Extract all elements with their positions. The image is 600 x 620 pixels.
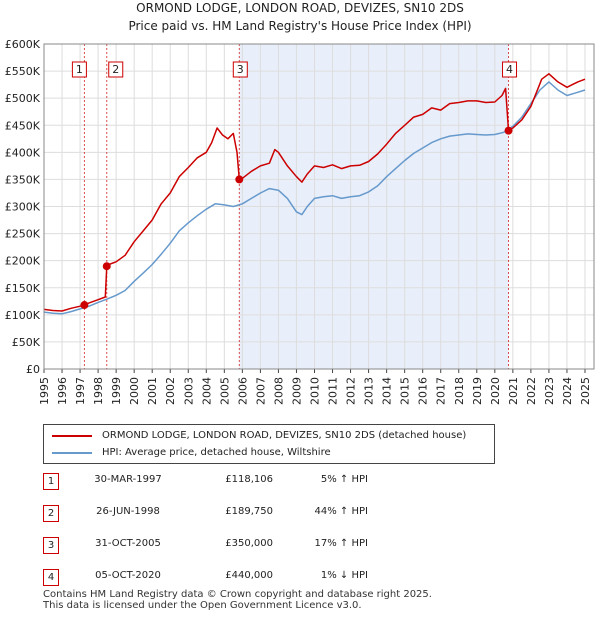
x-tick-label: 2017 xyxy=(435,377,448,405)
x-tick-label: 2012 xyxy=(345,377,358,405)
x-tick-label: 1996 xyxy=(56,377,69,405)
x-tick-label: 2019 xyxy=(471,377,484,405)
x-tick-label: 2008 xyxy=(272,377,285,405)
x-tick-label: 2022 xyxy=(525,377,538,405)
x-tick-label: 2001 xyxy=(146,377,159,405)
transaction-hpi: 17% ↑ HPI xyxy=(314,538,368,549)
x-tick-label: 2016 xyxy=(417,377,430,405)
transaction-hpi: 5% ↑ HPI xyxy=(320,474,368,485)
x-tick-label: 2005 xyxy=(218,377,231,405)
transaction-number: 1 xyxy=(43,473,59,490)
x-tick-label: 2024 xyxy=(561,377,574,405)
x-tick-label: 2010 xyxy=(308,377,321,405)
transaction-date: 05-OCT-2020 xyxy=(95,570,161,581)
transaction-date: 31-OCT-2005 xyxy=(95,538,161,549)
footer-licence: This data is licensed under the Open Gov… xyxy=(43,600,362,611)
grid-lines xyxy=(43,43,594,370)
transaction-hpi: 1% ↓ HPI xyxy=(320,570,368,581)
y-tick-label: £200K xyxy=(5,255,41,268)
sale-label-box xyxy=(232,61,248,78)
legend-label-property: ORMOND LODGE, LONDON ROAD, DEVIZES, SN10… xyxy=(102,430,467,441)
legend-label-hpi: HPI: Average price, detached house, Wilt… xyxy=(102,447,331,458)
y-tick-label: £450K xyxy=(5,119,41,132)
y-tick-label: £550K xyxy=(5,65,41,78)
y-tick-label: £250K xyxy=(5,228,41,241)
sale-point xyxy=(80,301,89,310)
transaction-date: 26-JUN-1998 xyxy=(96,506,160,517)
plot-border xyxy=(43,43,595,370)
x-tick-label: 1997 xyxy=(74,377,87,405)
sale-label: 2 xyxy=(112,63,119,76)
x-tick-label: 2025 xyxy=(579,377,592,405)
y-tick-label: £100K xyxy=(5,309,41,322)
sale-label: 3 xyxy=(237,63,244,76)
y-tick-label: £0 xyxy=(26,363,40,376)
x-tick-label: 2006 xyxy=(236,377,249,405)
sale-markers: 1 2 3 4 xyxy=(71,61,518,310)
table-row: 2 26-JUN-1998 £189,750 44% ↑ HPI xyxy=(43,504,503,524)
y-tick-label: £300K xyxy=(5,201,41,214)
footer-copyright: Contains HM Land Registry data © Crown c… xyxy=(43,589,432,600)
price-chart: ORMOND LODGE, LONDON ROAD, DEVIZES, SN10… xyxy=(5,1,595,405)
property-price-line xyxy=(43,73,586,312)
sale-label: 4 xyxy=(506,63,513,76)
table-row: 3 31-OCT-2005 £350,000 17% ↑ HPI xyxy=(43,536,503,556)
chart-title: ORMOND LODGE, LONDON ROAD, DEVIZES, SN10… xyxy=(136,1,464,15)
sale-label-box xyxy=(108,61,124,78)
x-tick-label: 2020 xyxy=(489,377,502,405)
x-tick-label: 2013 xyxy=(363,377,376,405)
table-row: 1 30-MAR-1997 £118,106 5% ↑ HPI xyxy=(43,472,503,492)
transaction-price: £440,000 xyxy=(225,570,273,581)
transaction-price: £189,750 xyxy=(225,506,273,517)
y-tick-label: £600K xyxy=(5,38,41,51)
y-tick-label: £500K xyxy=(5,92,41,105)
transaction-number: 3 xyxy=(43,537,59,554)
x-tick-label: 2004 xyxy=(200,377,213,405)
y-tick-label: £350K xyxy=(5,173,41,186)
x-tick-label: 2002 xyxy=(164,377,177,405)
series-lines xyxy=(43,73,586,315)
y-tick-label: £400K xyxy=(5,146,41,159)
sale-point xyxy=(235,175,244,184)
y-tick-label: £150K xyxy=(5,282,41,295)
legend-swatch-property xyxy=(52,435,92,437)
sale-label-box xyxy=(502,61,518,78)
chart-subtitle: Price paid vs. HM Land Registry's House … xyxy=(128,19,471,33)
transaction-number: 4 xyxy=(43,569,59,586)
x-tick-label: 2007 xyxy=(254,377,267,405)
x-tick-label: 2000 xyxy=(128,377,141,405)
legend-swatch-hpi xyxy=(52,452,92,454)
x-tick-label: 2011 xyxy=(327,377,340,405)
x-tick-label: 2018 xyxy=(453,377,466,405)
x-tick-label: 2014 xyxy=(381,377,394,405)
sale-point xyxy=(102,262,111,271)
legend: ORMOND LODGE, LONDON ROAD, DEVIZES, SN10… xyxy=(43,424,495,464)
x-tick-label: 2009 xyxy=(290,377,303,405)
sale-label-box xyxy=(71,61,87,78)
x-tick-label: 2021 xyxy=(507,377,520,405)
x-tick-label: 2003 xyxy=(182,377,195,405)
x-tick-label: 1998 xyxy=(92,377,105,405)
transaction-price: £118,106 xyxy=(225,474,273,485)
transaction-number: 2 xyxy=(43,505,59,522)
x-tick-label: 1995 xyxy=(38,377,51,405)
hpi-line xyxy=(43,81,586,315)
sale-label: 1 xyxy=(76,63,83,76)
table-row: 4 05-OCT-2020 £440,000 1% ↓ HPI xyxy=(43,568,503,588)
footer: Contains HM Land Registry data © Crown c… xyxy=(43,589,583,611)
x-tick-label: 2015 xyxy=(399,377,412,405)
transaction-price: £350,000 xyxy=(225,538,273,549)
x-tick-label: 2023 xyxy=(543,377,556,405)
y-tick-label: £50K xyxy=(12,336,41,349)
axes: £0 £50K £100K £150K £200K £250K £300K £350K £400… xyxy=(5,38,595,405)
transaction-hpi: 44% ↑ HPI xyxy=(314,506,368,517)
transaction-date: 30-MAR-1997 xyxy=(94,474,162,485)
sale-point xyxy=(504,126,513,135)
x-tick-label: 1999 xyxy=(110,377,123,405)
